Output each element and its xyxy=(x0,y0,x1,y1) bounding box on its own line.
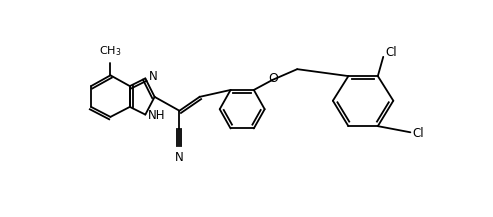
Text: O: O xyxy=(268,72,278,85)
Text: Cl: Cl xyxy=(386,46,397,59)
Text: CH$_3$: CH$_3$ xyxy=(99,44,122,58)
Text: Cl: Cl xyxy=(413,127,424,140)
Text: N: N xyxy=(148,70,157,83)
Text: NH: NH xyxy=(147,109,165,122)
Text: N: N xyxy=(175,151,184,164)
